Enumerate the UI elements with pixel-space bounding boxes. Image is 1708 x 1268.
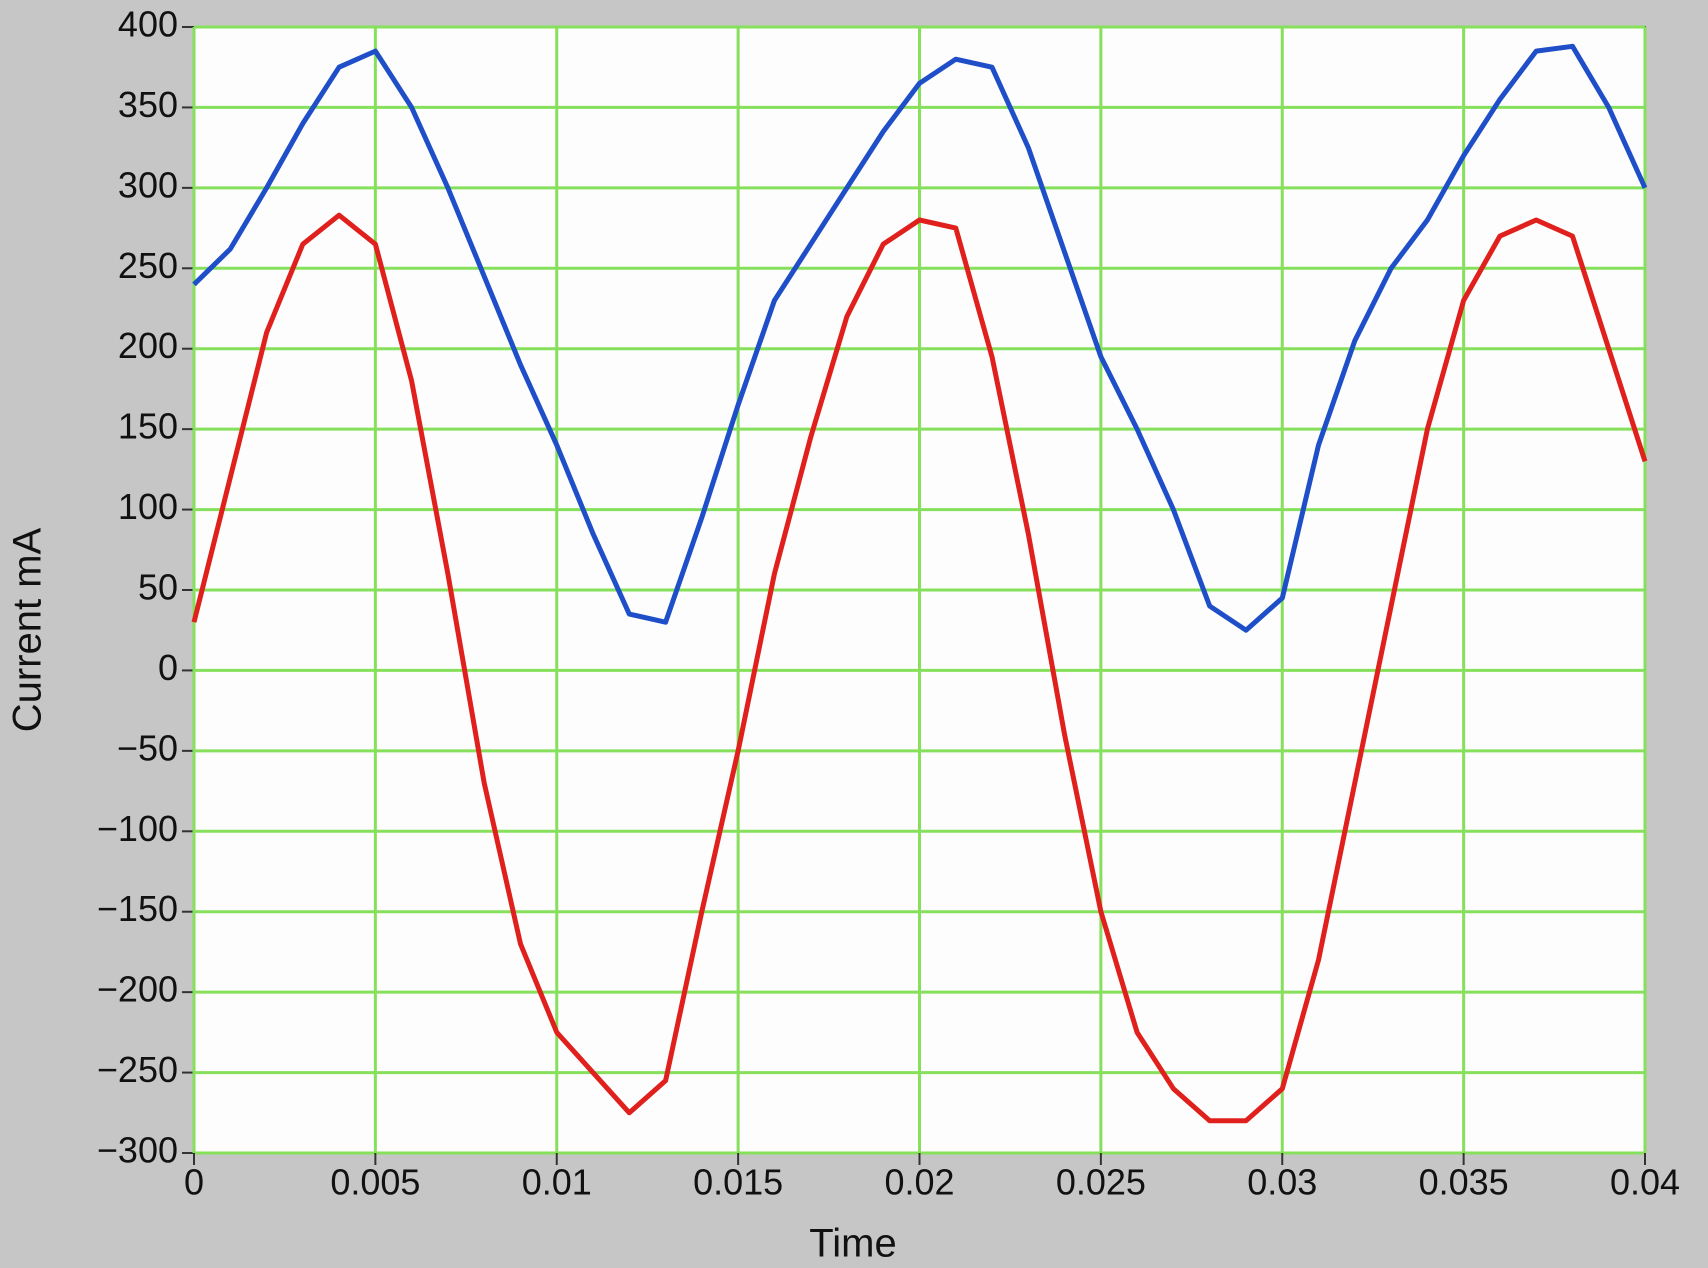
x-tick-label: 0.03 xyxy=(1247,1162,1317,1203)
y-tick-label: 0 xyxy=(158,647,178,688)
y-tick-label: −250 xyxy=(97,1049,178,1090)
x-tick-label: 0.035 xyxy=(1419,1162,1509,1203)
y-tick-label: 50 xyxy=(138,567,178,608)
data-line xyxy=(191,212,1648,1124)
y-tick-label: −200 xyxy=(97,969,178,1010)
x-tick-label: 0.005 xyxy=(330,1162,420,1203)
y-tick-label: 150 xyxy=(118,406,178,447)
y-tick-label: −100 xyxy=(97,808,178,849)
y-tick-label: 300 xyxy=(118,164,178,205)
x-tick-label: 0.025 xyxy=(1056,1162,1146,1203)
x-tick-label: 0.02 xyxy=(884,1162,954,1203)
x-tick-label: 0.015 xyxy=(693,1162,783,1203)
y-axis-label: Current mA xyxy=(6,527,50,732)
x-tick-label: 0.01 xyxy=(522,1162,592,1203)
x-tick-label: 0 xyxy=(184,1162,204,1203)
y-tick-label: 400 xyxy=(118,4,178,45)
x-tick-label: 0.04 xyxy=(1610,1162,1680,1203)
y-tick-label: −50 xyxy=(117,727,178,768)
y-tick-label: 250 xyxy=(118,245,178,286)
y-tick-label: −150 xyxy=(97,888,178,929)
y-tick-label: 200 xyxy=(118,325,178,366)
data-line xyxy=(192,43,1648,633)
y-tick-label: 350 xyxy=(118,84,178,125)
y-tick-label: −300 xyxy=(97,1130,178,1171)
y-tick-label: 100 xyxy=(118,486,178,527)
x-axis-label: Time xyxy=(809,1222,896,1266)
